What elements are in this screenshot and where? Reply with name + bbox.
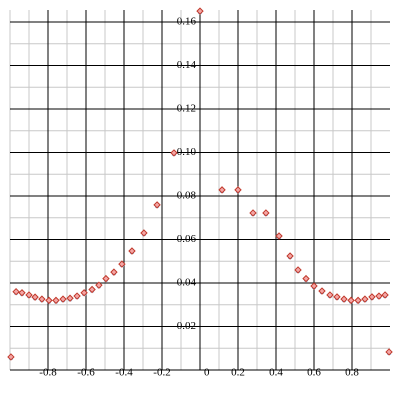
point (368, 293, 376, 301)
x-tick-label: 0.4 (269, 367, 283, 379)
point (302, 274, 310, 283)
point (18, 289, 26, 297)
x-tick-label: -0.4 (115, 367, 133, 379)
x-tick-label: 0.6 (307, 367, 321, 379)
point (294, 266, 302, 274)
point (110, 268, 118, 276)
point (333, 293, 341, 301)
point (347, 296, 355, 305)
point (361, 295, 369, 303)
y-tick-label: 0.14 (177, 59, 197, 71)
x-tick-label: 0.8 (345, 367, 359, 379)
point (102, 274, 110, 283)
point (310, 282, 318, 290)
point (7, 353, 15, 361)
point (59, 295, 67, 303)
point (140, 229, 148, 237)
point (381, 291, 389, 299)
y-tick-label: 0.12 (177, 103, 196, 115)
y-tick-label: 0.06 (177, 233, 197, 245)
point (80, 289, 88, 297)
point (286, 252, 294, 260)
y-tick-label: 0.02 (177, 320, 196, 332)
x-tick-label: -0.2 (153, 367, 170, 379)
point (196, 7, 204, 15)
point (128, 247, 136, 255)
point (385, 348, 393, 356)
point (118, 260, 126, 268)
y-tick-label: 0.04 (177, 277, 197, 289)
point (354, 296, 362, 305)
x-tick-label: -0.8 (39, 367, 57, 379)
point (95, 281, 103, 289)
point (375, 292, 383, 300)
point (318, 287, 326, 295)
point (170, 149, 178, 157)
point (326, 291, 334, 299)
point (340, 295, 348, 303)
y-tick-label: 0.10 (177, 146, 197, 158)
point (249, 209, 257, 217)
point (262, 209, 270, 217)
point (12, 287, 20, 296)
point (234, 186, 242, 194)
point (45, 296, 53, 305)
point (88, 285, 96, 294)
x-tick-label: 0.2 (231, 367, 245, 379)
point (38, 295, 46, 303)
point (25, 291, 33, 299)
point (218, 186, 226, 194)
point (153, 201, 161, 209)
y-tick-label: 0.08 (177, 190, 197, 202)
point (275, 232, 283, 240)
x-tick-label: -0.6 (77, 367, 95, 379)
point (52, 296, 60, 305)
point (31, 293, 39, 301)
point (73, 292, 81, 300)
x-tick-label: 0 (204, 367, 210, 379)
point (66, 294, 74, 302)
y-tick-label: 0.16 (177, 15, 197, 27)
